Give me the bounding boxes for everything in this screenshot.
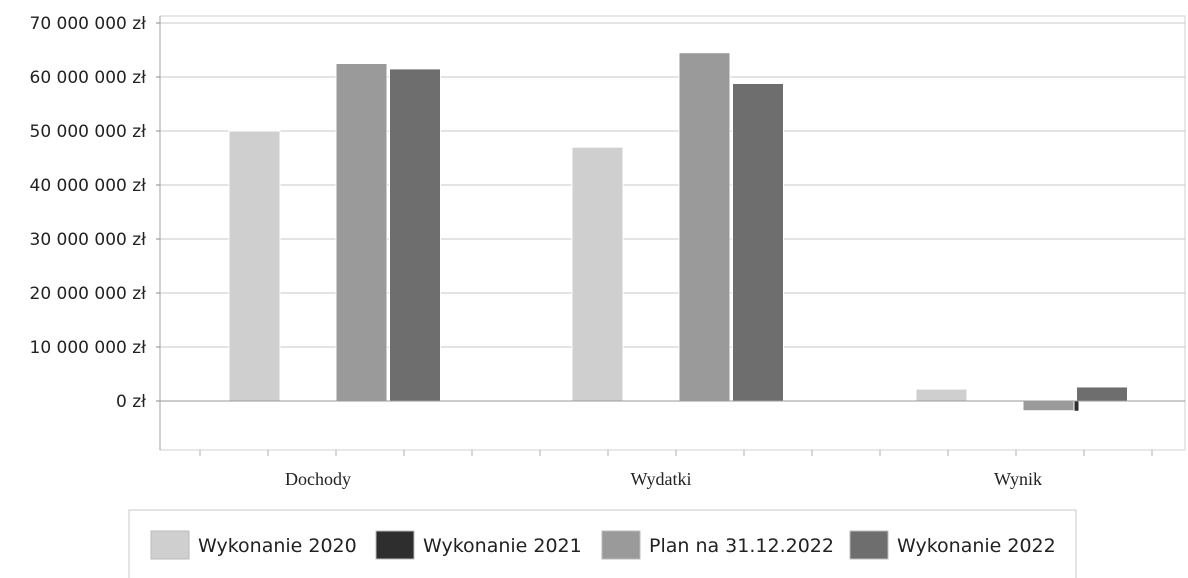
bar-wynik-series-1 bbox=[915, 388, 968, 402]
y-tick-label: 0 zł bbox=[116, 392, 146, 412]
bar-wynik-series-4 bbox=[1076, 386, 1128, 402]
plot-area-frame bbox=[159, 15, 1186, 451]
y-tick-label: 50 000 000 zł bbox=[30, 122, 147, 142]
legend-label: Wykonanie 2022 bbox=[897, 535, 1056, 557]
y-tick-label: 10 000 000 zł bbox=[30, 338, 147, 358]
y-tick-label: 30 000 000 zł bbox=[30, 230, 147, 250]
x-category-label: Wynik bbox=[994, 469, 1042, 489]
y-tick-label: 60 000 000 zł bbox=[30, 68, 147, 88]
bar-wynik-series-3 bbox=[1022, 400, 1075, 412]
x-axis: Dochody Wydatki Wynik bbox=[160, 400, 1185, 489]
y-axis: 0 zł 10 000 000 zł 20 000 000 zł 30 000 000… bbox=[30, 14, 161, 450]
x-category-label: Dochody bbox=[285, 469, 351, 489]
legend-label: Wykonanie 2021 bbox=[423, 535, 582, 557]
y-tick-label: 70 000 000 zł bbox=[30, 14, 147, 34]
bar-wydatki-series-3 bbox=[678, 52, 731, 402]
bar-dochody-series-3 bbox=[335, 63, 388, 402]
legend-swatch bbox=[601, 530, 641, 560]
bar-wydatki-series-1 bbox=[571, 146, 624, 402]
y-tick-label: 40 000 000 zł bbox=[30, 176, 147, 196]
legend: Wykonanie 2020 Wykonanie 2021 Plan na 31.1… bbox=[128, 509, 1077, 578]
bar-dochody-series-4 bbox=[389, 68, 441, 402]
y-tick-label: 20 000 000 zł bbox=[30, 284, 147, 304]
x-category-label: Wydatki bbox=[631, 469, 692, 489]
bars bbox=[228, 52, 1128, 412]
legend-label: Plan na 31.12.2022 bbox=[649, 535, 834, 557]
legend-label: Wykonanie 2020 bbox=[198, 535, 357, 557]
legend-swatch bbox=[150, 530, 190, 560]
bar-dochody-series-1 bbox=[228, 130, 281, 402]
gridlines bbox=[159, 15, 1186, 451]
legend-swatch bbox=[849, 530, 889, 560]
bar-wydatki-series-4 bbox=[732, 82, 784, 402]
legend-swatch bbox=[375, 530, 415, 560]
